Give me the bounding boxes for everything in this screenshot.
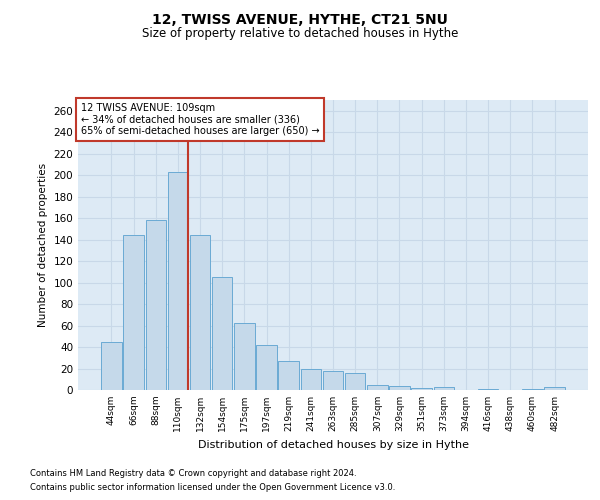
Y-axis label: Number of detached properties: Number of detached properties [38,163,48,327]
Bar [124,236,144,390]
Bar [256,345,277,390]
Bar [146,220,166,390]
Bar [367,384,388,390]
Bar [323,370,343,390]
Text: 12, TWISS AVENUE, HYTHE, CT21 5NU: 12, TWISS AVENUE, HYTHE, CT21 5NU [152,12,448,26]
Bar [212,277,232,390]
Bar [434,387,454,390]
Bar [278,361,299,390]
Bar [389,386,410,390]
Bar [190,236,210,390]
Text: Contains public sector information licensed under the Open Government Licence v3: Contains public sector information licen… [30,484,395,492]
Bar [412,388,432,390]
X-axis label: Distribution of detached houses by size in Hythe: Distribution of detached houses by size … [197,440,469,450]
Bar [522,389,542,390]
Text: Contains HM Land Registry data © Crown copyright and database right 2024.: Contains HM Land Registry data © Crown c… [30,468,356,477]
Bar [478,389,499,390]
Bar [167,172,188,390]
Bar [544,387,565,390]
Bar [101,342,122,390]
Bar [234,324,254,390]
Text: Size of property relative to detached houses in Hythe: Size of property relative to detached ho… [142,28,458,40]
Text: 12 TWISS AVENUE: 109sqm
← 34% of detached houses are smaller (336)
65% of semi-d: 12 TWISS AVENUE: 109sqm ← 34% of detache… [80,103,319,136]
Bar [345,373,365,390]
Bar [301,368,321,390]
